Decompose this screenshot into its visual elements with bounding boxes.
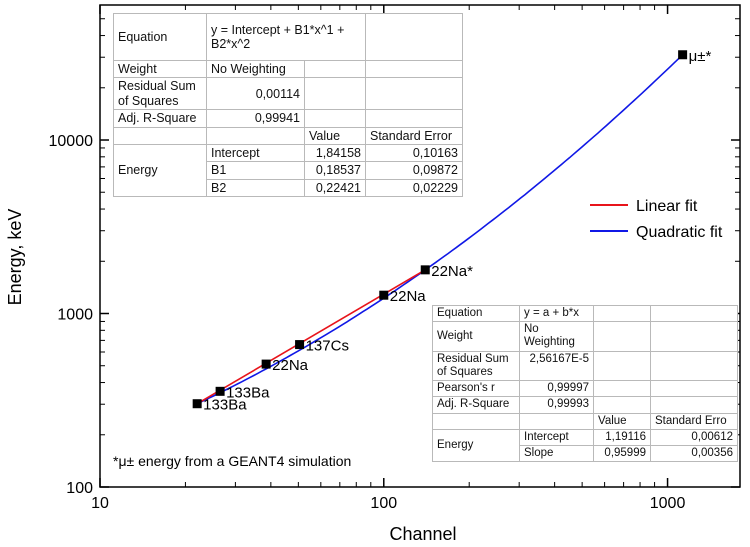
- point-label: 133Ba: [203, 397, 247, 414]
- data-point-marker: [420, 265, 430, 275]
- y-tick-labels: 100 1000 10000: [49, 133, 94, 497]
- x-tick-label: 100: [370, 495, 397, 512]
- legend: Linear fit Quadratic fit: [590, 198, 723, 241]
- param-error: 0,00356: [650, 444, 738, 463]
- legend-label: Linear fit: [636, 198, 698, 215]
- param-value: 0,95999: [593, 444, 651, 463]
- table-row: Equation y = a + b*x: [432, 304, 738, 323]
- point-label: 137Cs: [306, 338, 349, 355]
- y-axis-label: Energy, keV: [5, 209, 25, 306]
- value-header: Value: [304, 126, 366, 145]
- param-value: 0,22421: [304, 178, 366, 198]
- rss-label: Residual Sum of Squares: [113, 77, 207, 111]
- point-label: 133Ba: [226, 384, 270, 401]
- param-name: Slope: [519, 444, 594, 463]
- group-label: Energy: [113, 143, 207, 198]
- quadratic-fit-line: [196, 54, 684, 405]
- table-row: B2 0,22421 0,02229: [114, 178, 463, 198]
- weight-value: No Weighting: [206, 59, 305, 79]
- major-ticks: [99, 5, 740, 488]
- param-error: 0,00612: [650, 428, 738, 446]
- pearson-value: 0,99997: [519, 380, 594, 398]
- adj-r2-value: 0,99993: [519, 396, 594, 414]
- table-row: Energy Intercept 1,84158 0,10163: [113, 143, 463, 198]
- data-point-marker: [379, 290, 389, 300]
- data-markers: [192, 50, 688, 409]
- param-name: Intercept: [519, 428, 594, 446]
- error-header: Standard Error: [365, 126, 463, 145]
- y-tick-label: 100: [66, 480, 93, 497]
- data-point-marker: [192, 399, 202, 409]
- point-label: 22Na*: [431, 263, 473, 280]
- param-value: 0,18537: [304, 161, 366, 180]
- plot-frame: [99, 4, 741, 488]
- param-name: B1: [206, 161, 305, 180]
- data-point-marker: [295, 340, 305, 350]
- table-row: Value Standard Erro: [432, 412, 738, 430]
- x-tick-label: 10: [91, 495, 109, 512]
- rss-value: 0,00114: [206, 77, 305, 111]
- value-header: Value: [593, 412, 651, 430]
- table-row: Value Standard Error: [113, 126, 463, 145]
- table-row: Energy Intercept 1,19116 0,00612: [432, 428, 738, 463]
- param-value: 1,19116: [593, 428, 651, 446]
- x-tick-labels: 10 100 1000: [91, 495, 685, 512]
- rss-label: Residual Sum of Squares: [432, 350, 520, 382]
- param-value: 1,84158: [304, 143, 366, 163]
- table-row: Weight No Weighting: [432, 321, 738, 352]
- table-row: Pearson's r 0,99997: [432, 380, 738, 398]
- weight-label: Weight: [113, 59, 207, 79]
- point-label: 22Na: [272, 357, 309, 374]
- linear-fit-stats-table: Equation y = a + b*x Weight No Weighting…: [432, 304, 738, 463]
- point-label: μ±*: [689, 48, 712, 65]
- table-row: Residual Sum of Squares 2,56167E-5: [432, 350, 738, 382]
- data-point-marker: [215, 386, 225, 396]
- param-error: 0,09872: [365, 161, 463, 180]
- x-tick-label: 1000: [650, 495, 686, 512]
- legend-label: Quadratic fit: [636, 224, 723, 241]
- adj-r2-value: 0,99941: [206, 109, 305, 128]
- param-error: 0,10163: [365, 143, 463, 163]
- adj-r2-label: Adj. R-Square: [113, 109, 207, 128]
- weight-label: Weight: [432, 321, 520, 352]
- equation-value: y = a + b*x: [519, 304, 594, 323]
- group-label: Energy: [432, 428, 520, 463]
- data-point-marker: [261, 359, 271, 369]
- adj-r2-label: Adj. R-Square: [432, 396, 520, 414]
- table-row: B1 0,18537 0,09872: [114, 161, 463, 180]
- quadratic-fit-stats-table: Equation y = Intercept + B1*x^1 + B2*x^2…: [113, 13, 463, 198]
- param-name: Intercept: [206, 143, 305, 163]
- param-error: 0,02229: [365, 178, 463, 198]
- table-row: Slope 0,95999 0,00356: [433, 444, 738, 463]
- equation-label: Equation: [432, 304, 520, 323]
- x-axis-label: Channel: [389, 524, 456, 544]
- table-row: Residual Sum of Squares 0,00114: [113, 77, 463, 111]
- table-row: Adj. R-Square 0,99941: [113, 109, 463, 128]
- param-name: B2: [206, 178, 305, 198]
- y-tick-label: 1000: [57, 307, 93, 324]
- equation-value: y = Intercept + B1*x^1 + B2*x^2: [206, 13, 366, 61]
- error-header: Standard Erro: [650, 412, 738, 430]
- equation-label: Equation: [113, 13, 207, 61]
- table-row: Weight No Weighting: [113, 59, 463, 79]
- data-point-marker: [678, 50, 688, 60]
- rss-value: 2,56167E-5: [519, 350, 594, 382]
- simulation-footnote: *μ± energy from a GEANT4 simulation: [113, 453, 352, 469]
- weight-value: No Weighting: [519, 321, 594, 352]
- y-tick-label: 10000: [49, 133, 94, 150]
- point-label: 22Na: [390, 288, 427, 305]
- table-row: Adj. R-Square 0,99993: [432, 396, 738, 414]
- table-row: Equation y = Intercept + B1*x^1 + B2*x^2: [113, 13, 463, 61]
- pearson-label: Pearson's r: [432, 380, 520, 398]
